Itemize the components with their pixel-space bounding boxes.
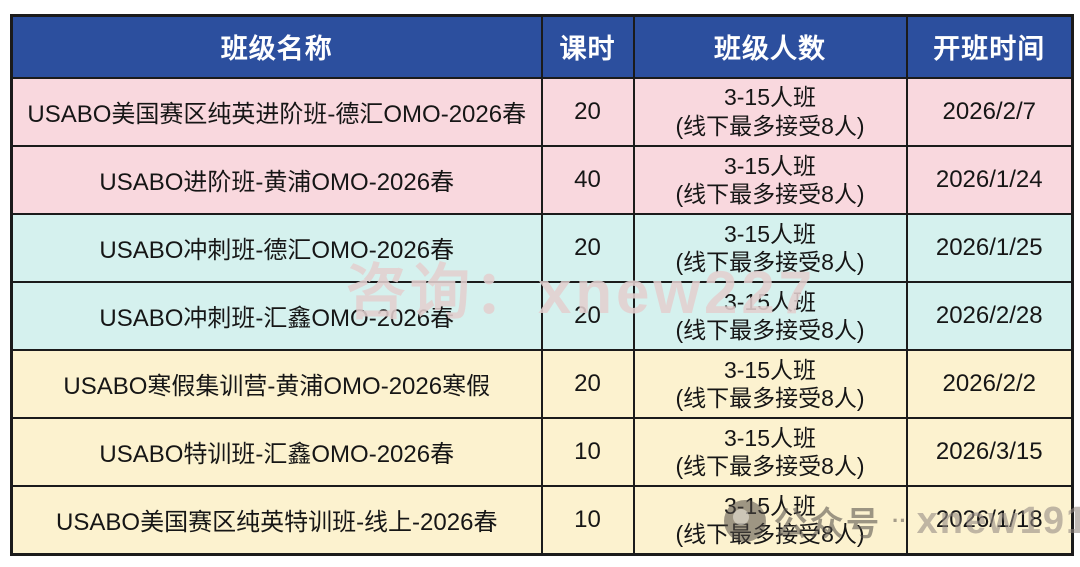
class-size-cell: 3-15人班 (线下最多接受8人) (632, 212, 908, 283)
hours-cell: 20 (540, 348, 635, 419)
hours-cell: 20 (540, 212, 635, 283)
start-date-cell: 2026/2/7 (905, 76, 1074, 147)
start-date-cell: 2026/2/2 (905, 348, 1074, 419)
table-row: USABO寒假集训营-黄浦OMO-2026寒假 20 3-15人班 (线下最多接… (10, 348, 1074, 419)
table-header: 班级名称 课时 班级人数 开班时间 (10, 14, 1074, 79)
hours-cell: 10 (540, 416, 635, 487)
class-size-cell: 3-15人班 (线下最多接受8人) (632, 144, 908, 215)
header-class-size: 班级人数 (632, 14, 908, 79)
class-name-cell: USABO冲刺班-德汇OMO-2026春 (10, 212, 543, 283)
class-name-cell: USABO特训班-汇鑫OMO-2026春 (10, 416, 543, 487)
header-row: 班级名称 课时 班级人数 开班时间 (10, 14, 1074, 79)
table-row: USABO特训班-汇鑫OMO-2026春 10 3-15人班 (线下最多接受8人… (10, 416, 1074, 487)
hours-cell: 20 (540, 280, 635, 351)
class-size-line2: (线下最多接受8人) (675, 112, 865, 139)
class-name-cell: USABO冲刺班-汇鑫OMO-2026春 (10, 280, 543, 351)
start-date-cell: 2026/1/18 (905, 484, 1074, 556)
class-schedule-table: 班级名称 课时 班级人数 开班时间 USABO美国赛区纯英进阶班-德汇OMO-2… (10, 14, 1074, 556)
class-size-cell: 3-15人班 (线下最多接受8人) (632, 76, 908, 147)
class-size-line1: 3-15人班 (723, 424, 817, 451)
header-hours: 课时 (540, 14, 635, 79)
start-date-cell: 2026/1/25 (905, 212, 1074, 283)
hours-cell: 20 (540, 76, 635, 147)
class-name-cell: USABO进阶班-黄浦OMO-2026春 (10, 144, 543, 215)
class-size-cell: 3-15人班 (线下最多接受8人) (632, 280, 908, 351)
table-row: USABO冲刺班-德汇OMO-2026春 20 3-15人班 (线下最多接受8人… (10, 212, 1074, 283)
table-row: USABO美国赛区纯英进阶班-德汇OMO-2026春 20 3-15人班 (线下… (10, 76, 1074, 147)
class-size-line1: 3-15人班 (723, 220, 817, 247)
class-name-cell: USABO美国赛区纯英进阶班-德汇OMO-2026春 (10, 76, 543, 147)
start-date-cell: 2026/2/28 (905, 280, 1074, 351)
class-size-line1: 3-15人班 (723, 356, 817, 383)
table-body: USABO美国赛区纯英进阶班-德汇OMO-2026春 20 3-15人班 (线下… (10, 76, 1074, 556)
class-name-cell: USABO美国赛区纯英特训班-线上-2026春 (10, 484, 543, 556)
class-size-cell: 3-15人班 (线下最多接受8人) (632, 416, 908, 487)
class-size-line2: (线下最多接受8人) (675, 180, 865, 207)
class-size-line2: (线下最多接受8人) (675, 520, 865, 547)
header-class-name: 班级名称 (10, 14, 543, 79)
table-row: USABO冲刺班-汇鑫OMO-2026春 20 3-15人班 (线下最多接受8人… (10, 280, 1074, 351)
class-size-line1: 3-15人班 (723, 84, 817, 111)
hours-cell: 40 (540, 144, 635, 215)
class-size-line2: (线下最多接受8人) (675, 384, 865, 411)
class-name-cell: USABO寒假集训营-黄浦OMO-2026寒假 (10, 348, 543, 419)
header-start-date: 开班时间 (905, 14, 1074, 79)
start-date-cell: 2026/3/15 (905, 416, 1074, 487)
table-row: USABO进阶班-黄浦OMO-2026春 40 3-15人班 (线下最多接受8人… (10, 144, 1074, 215)
class-size-line2: (线下最多接受8人) (675, 248, 865, 275)
class-size-line2: (线下最多接受8人) (675, 452, 865, 479)
table-row: USABO美国赛区纯英特训班-线上-2026春 10 3-15人班 (线下最多接… (10, 484, 1074, 556)
class-size-cell: 3-15人班 (线下最多接受8人) (632, 484, 908, 556)
class-size-line1: 3-15人班 (723, 288, 817, 315)
class-size-line1: 3-15人班 (723, 152, 817, 179)
hours-cell: 10 (540, 484, 635, 556)
class-size-line2: (线下最多接受8人) (675, 316, 865, 343)
class-size-line1: 3-15人班 (723, 492, 817, 519)
class-size-cell: 3-15人班 (线下最多接受8人) (632, 348, 908, 419)
class-schedule-table-wrap: 班级名称 课时 班级人数 开班时间 USABO美国赛区纯英进阶班-德汇OMO-2… (10, 14, 1074, 556)
start-date-cell: 2026/1/24 (905, 144, 1074, 215)
